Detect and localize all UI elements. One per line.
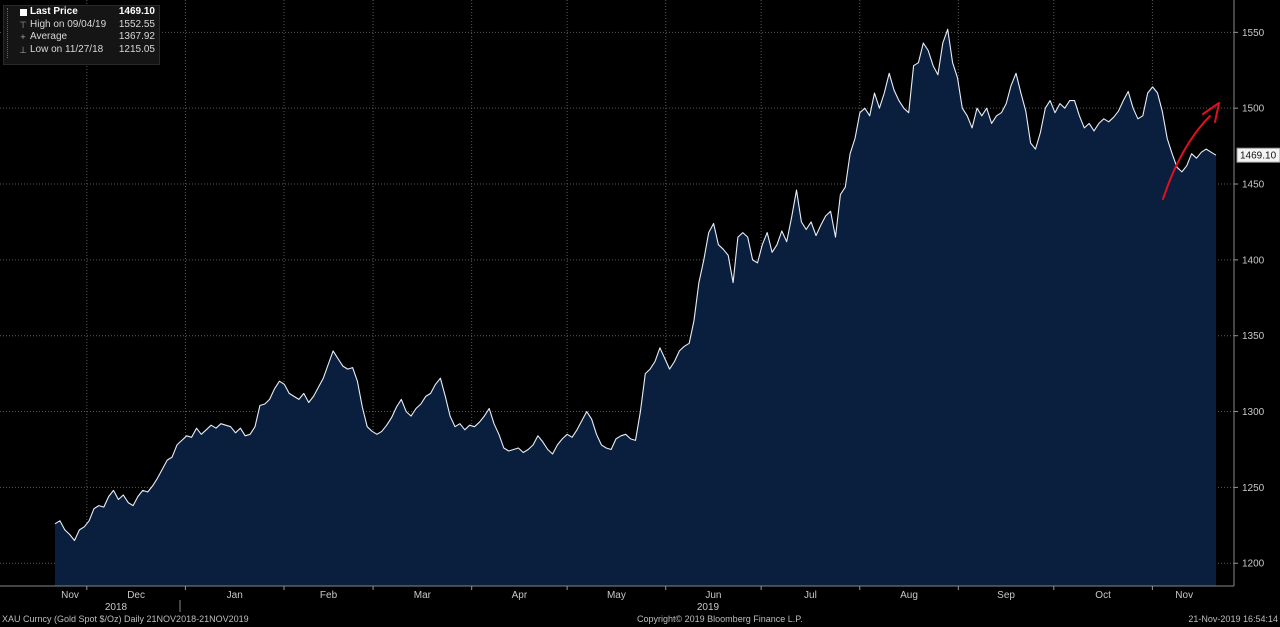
legend-value: 1552.55 [118, 18, 155, 30]
footer-security-description: XAU Curncy (Gold Spot $/Oz) Daily 21NOV2… [2, 614, 249, 624]
x-tick-label: May [607, 590, 626, 601]
legend-item-high: ⊤ High on 09/04/19 1552.55 [4, 19, 159, 32]
x-tick-label: Jul [804, 590, 817, 601]
axes [0, 0, 1238, 612]
x-tick-label: Apr [512, 590, 528, 601]
x-year-label: 2018 [105, 602, 128, 613]
y-tick-label: 1250 [1242, 483, 1265, 494]
trend-arrow-annotation [1162, 102, 1220, 200]
average-marker-icon: + [20, 32, 26, 42]
x-tick-label: Jan [227, 590, 243, 601]
x-tick-label: Oct [1095, 590, 1111, 601]
legend-label: Last Price [30, 6, 78, 17]
footer-copyright: Copyright© 2019 Bloomberg Finance L.P. [637, 614, 803, 624]
legend-item-last-price: Last Price 1469.10 [4, 6, 159, 19]
x-tick-label: Nov [61, 590, 79, 601]
x-tick-label: Aug [900, 590, 918, 601]
legend-value: 1215.05 [118, 43, 155, 55]
x-tick-label: Feb [320, 590, 338, 601]
last-price-tag: 1469.10 [1236, 147, 1280, 163]
y-tick-label: 1300 [1242, 407, 1265, 418]
last-price-tag-box [1236, 147, 1280, 163]
last-price-tag-label: 1469.10 [1240, 151, 1277, 162]
y-axis-tick-labels: 1200 1250 1300 1350 1400 1450 1500 1550 [1242, 28, 1265, 570]
white-square-icon [20, 9, 27, 16]
legend-label: High on 09/04/19 [30, 18, 107, 30]
y-tick-label: 1400 [1242, 255, 1265, 266]
x-tick-label: Dec [127, 590, 145, 601]
legend-item-low: ⊥ Low on 11/27/18 1215.05 [4, 44, 159, 57]
legend-toggle-handle[interactable] [7, 8, 14, 58]
x-tick-label: Jun [705, 590, 721, 601]
legend-value: 1367.92 [118, 31, 155, 42]
y-tick-label: 1350 [1242, 331, 1265, 342]
x-axis-month-labels: Nov Dec Jan Feb Mar Apr May Jun Jul Aug Sep Oct Nov [61, 590, 1193, 601]
x-axis-year-labels: 2018 2019 [105, 602, 720, 613]
x-tick-label: Sep [997, 590, 1015, 601]
y-tick-label: 1550 [1242, 28, 1265, 39]
price-series-line [54, 28, 1217, 542]
price-area-fill [55, 29, 1216, 587]
legend-item-average: + Average 1367.92 [4, 31, 159, 44]
y-tick-label: 1200 [1242, 559, 1265, 570]
footer-timestamp: 21-Nov-2019 16:54:14 [1188, 614, 1278, 624]
x-tick-label: Mar [414, 590, 432, 601]
x-year-label: 2019 [697, 602, 720, 613]
low-marker-icon: ⊥ [19, 44, 27, 55]
y-tick-label: 1450 [1242, 180, 1265, 191]
legend-label: Low on 11/27/18 [30, 43, 104, 55]
y-tick-label: 1500 [1242, 104, 1265, 115]
legend-label: Average [30, 31, 68, 42]
high-marker-icon: ⊤ [19, 19, 27, 30]
x-tick-label: Nov [1175, 590, 1193, 601]
legend-value: 1469.10 [118, 6, 155, 17]
chart-legend: Last Price 1469.10 ⊤ High on 09/04/19 15… [3, 5, 160, 65]
